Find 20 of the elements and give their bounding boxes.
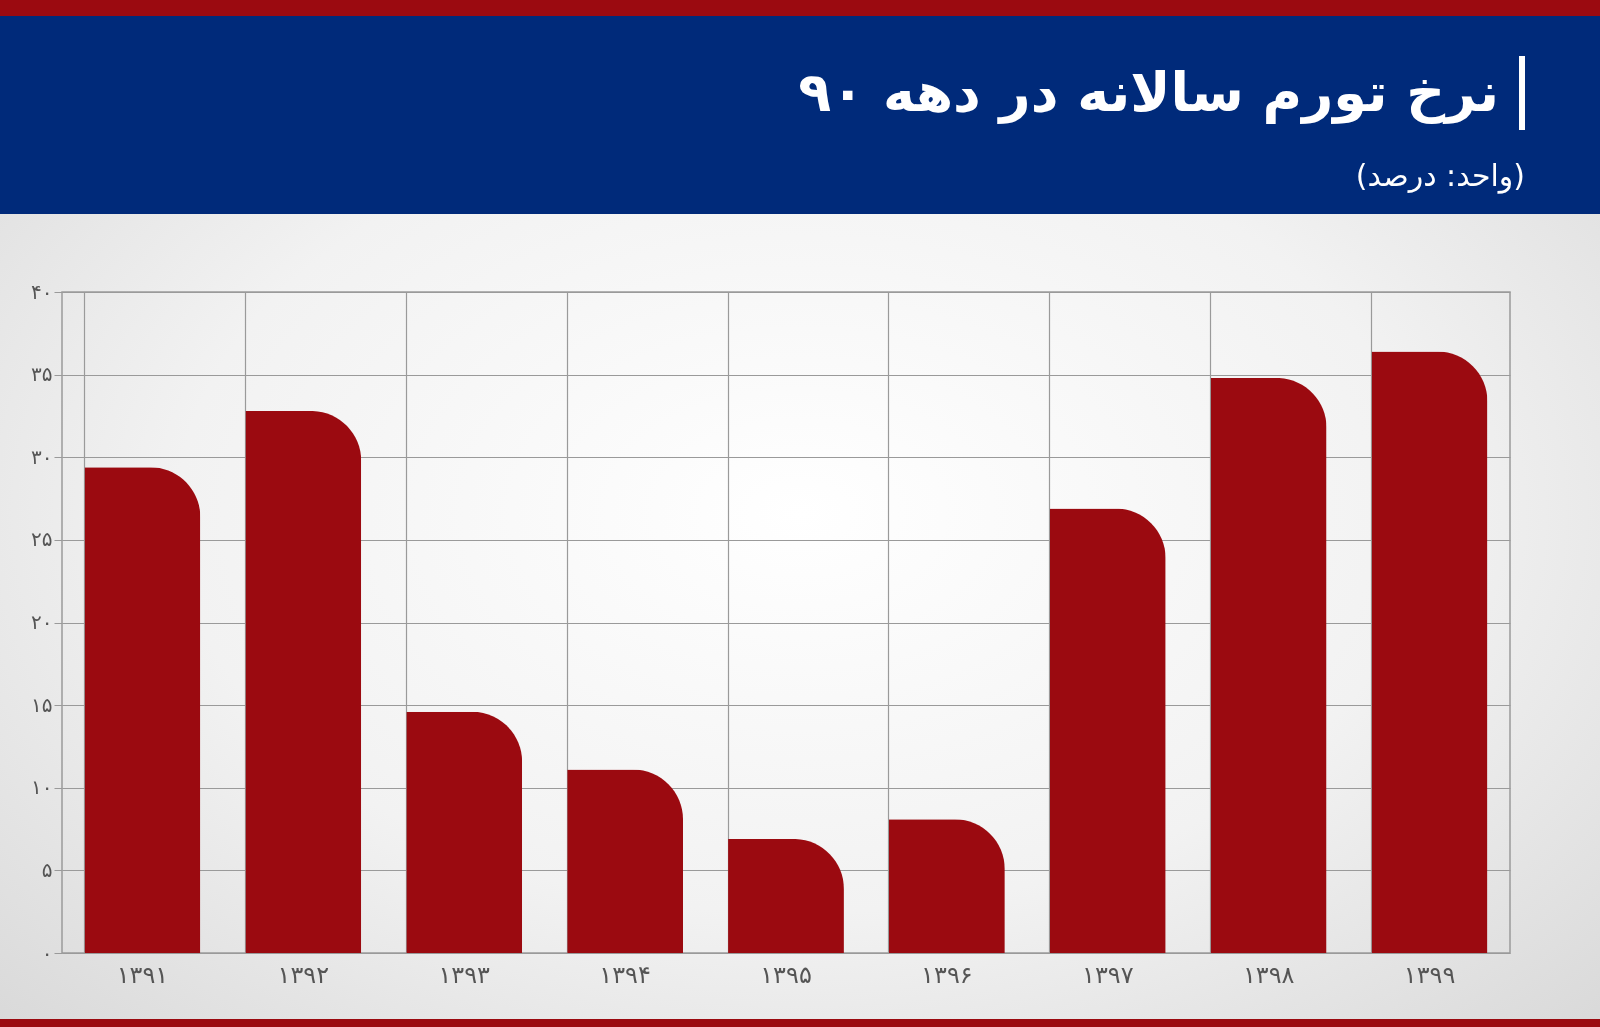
x-tick-label: ۱۳۹۲ — [277, 960, 330, 989]
y-tick-label: ۵ — [41, 857, 53, 882]
y-tick-label: ۰ — [41, 940, 53, 965]
x-tick-label: ۱۳۹۷ — [1082, 960, 1134, 989]
x-tick-label: ۱۳۹۹ — [1403, 960, 1456, 989]
y-tick-label: ۲۰ — [31, 610, 53, 634]
x-tick-label: ۱۳۹۴ — [599, 960, 651, 989]
x-tick-label: ۱۳۹۵ — [760, 960, 812, 989]
x-tick-label: ۱۳۹۳ — [438, 960, 491, 989]
y-tick-label: ۱۵ — [31, 692, 53, 717]
x-tick-label: ۱۳۹۱ — [116, 960, 169, 989]
y-tick-label: ۳۰ — [31, 444, 53, 469]
x-tick-label: ۱۳۹۸ — [1242, 960, 1295, 989]
y-tick-label: ۲۵ — [31, 527, 53, 552]
chart-subtitle: (واحد: درصد) — [1355, 158, 1525, 193]
y-tick-label: ۱۰ — [31, 775, 53, 800]
x-tick-label: ۱۳۹۶ — [921, 960, 973, 989]
chart-title: نرخ تورم سالانه در دهه ۹۰ — [798, 56, 1525, 130]
y-tick-label: ۴۰ — [31, 279, 53, 304]
y-tick-label: ۳۵ — [31, 362, 53, 387]
